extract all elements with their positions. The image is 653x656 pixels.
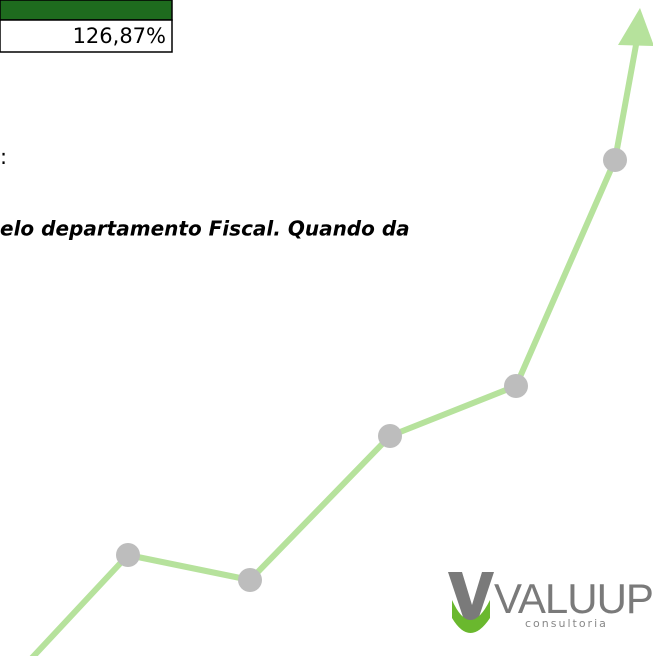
dot [378,424,402,448]
dot [504,374,528,398]
cell-value: 126,87% [73,24,166,48]
body-line: elo departamento Fiscal. Quando da [0,217,410,241]
arrow-head [618,8,653,46]
slide: 126,87% : elo departamento Fiscal. Quand… [0,0,653,656]
dot [116,543,140,567]
logo: VALUUP consultoria [448,572,653,633]
arrow-dots [116,148,627,592]
dot [603,148,627,172]
table-header [0,0,172,20]
page: 126,87% : elo departamento Fiscal. Quand… [0,0,653,656]
logo-name: VALUUP [494,575,653,622]
colon-text: : [0,145,7,169]
logo-tagline: consultoria [525,617,608,630]
dot [238,568,262,592]
